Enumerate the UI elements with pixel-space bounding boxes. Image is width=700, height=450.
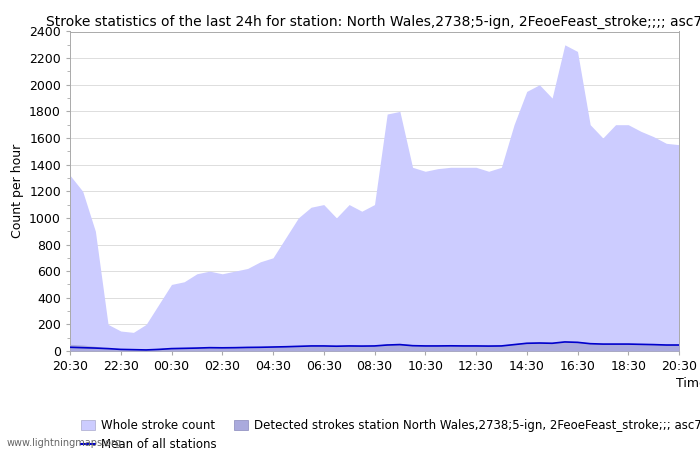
- Y-axis label: Count per hour: Count per hour: [10, 144, 24, 238]
- Legend: Whole stroke count, Mean of all stations, Detected strokes station North Wales,2: Whole stroke count, Mean of all stations…: [76, 414, 700, 450]
- Title: Stroke statistics of the last 24h for station: North Wales,2738;5-ign, 2FeoeFeas: Stroke statistics of the last 24h for st…: [46, 15, 700, 29]
- X-axis label: Time: Time: [676, 377, 700, 390]
- Text: www.lightningmaps.org: www.lightningmaps.org: [7, 438, 122, 448]
